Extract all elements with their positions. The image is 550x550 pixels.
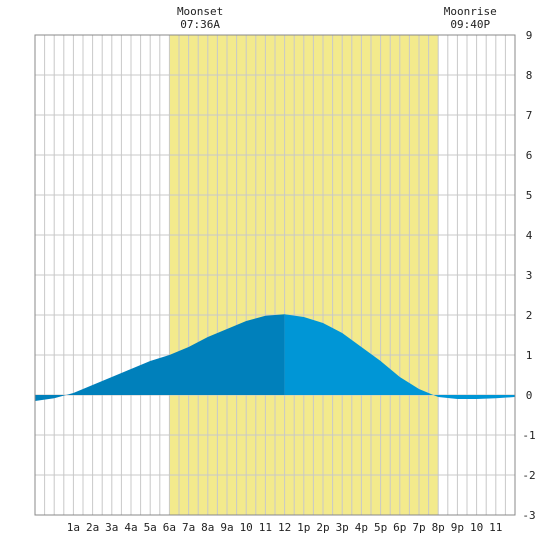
x-axis-ticks: 1a 2a 3a 4a 5a 6a 7a 8a 9a 10 11 12 1p 2p 3p 4p 5p 6p 7p 8p… <box>67 521 503 534</box>
tide-area-morning <box>35 314 285 401</box>
y-tick-label: 9 <box>526 29 533 42</box>
annotation-title: Moonrise <box>444 5 497 18</box>
x-tick-label: 9p <box>451 521 464 534</box>
y-axis-ticks: 9 8 7 6 5 4 3 2 1 0 -1 -2 -3 <box>522 29 535 522</box>
x-tick-label: 4p <box>355 521 368 534</box>
annotation-time: 07:36A <box>180 18 220 31</box>
y-tick-label: 6 <box>526 149 533 162</box>
x-tick-label: 3a <box>105 521 118 534</box>
y-tick-label: 2 <box>526 309 533 322</box>
x-tick-label: 5p <box>374 521 387 534</box>
x-tick-label: 7a <box>182 521 195 534</box>
annotation-time: 09:40P <box>450 18 490 31</box>
x-tick-label: 6a <box>163 521 176 534</box>
x-tick-label: 11 <box>489 521 502 534</box>
annotation-title: Moonset <box>177 5 223 18</box>
y-tick-label: -3 <box>522 509 535 522</box>
x-tick-label: 11 <box>259 521 272 534</box>
tide-area <box>35 314 515 401</box>
y-tick-label: -1 <box>522 429 535 442</box>
x-tick-label: 2a <box>86 521 99 534</box>
plot-frame <box>34 34 516 516</box>
x-tick-label: 12 <box>278 521 291 534</box>
grid-lines <box>35 35 515 515</box>
tide-area-afternoon <box>284 314 515 399</box>
x-tick-label: 1a <box>67 521 80 534</box>
y-tick-label: 3 <box>526 269 533 282</box>
y-tick-label: -2 <box>522 469 535 482</box>
x-tick-label: 8a <box>201 521 214 534</box>
x-tick-label: 4a <box>124 521 137 534</box>
x-tick-label: 1p <box>297 521 310 534</box>
y-tick-label: 5 <box>526 189 533 202</box>
y-tick-label: 0 <box>526 389 533 402</box>
y-tick-label: 8 <box>526 69 533 82</box>
x-tick-label: 10 <box>240 521 253 534</box>
x-tick-label: 6p <box>393 521 406 534</box>
x-tick-label: 8p <box>432 521 445 534</box>
y-tick-label: 4 <box>526 229 533 242</box>
y-tick-label: 1 <box>526 349 533 362</box>
x-tick-label: 2p <box>316 521 329 534</box>
x-tick-label: 9a <box>220 521 233 534</box>
x-tick-label: 7p <box>412 521 425 534</box>
x-tick-label: 5a <box>144 521 157 534</box>
x-tick-label: 3p <box>336 521 349 534</box>
y-tick-label: 7 <box>526 109 533 122</box>
x-tick-label: 10 <box>470 521 483 534</box>
